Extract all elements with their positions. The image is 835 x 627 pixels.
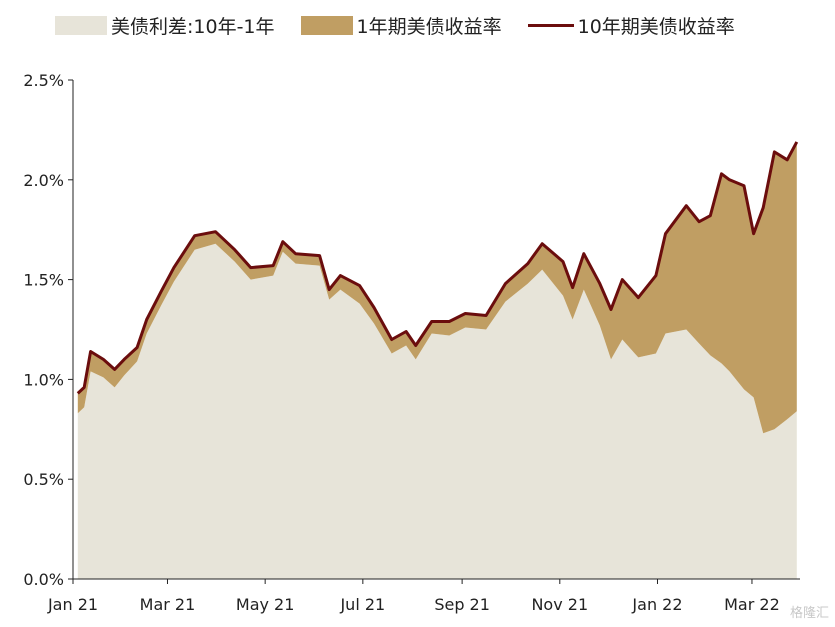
legend-item-10y: 10年期美债收益率 (527, 12, 735, 39)
y-tick-label: 2.0% (23, 171, 64, 190)
y-tick-label: 0.5% (23, 470, 64, 489)
x-tick-label: Jul 21 (339, 595, 385, 614)
x-tick-label: Jan 22 (631, 595, 682, 614)
legend-label-spread: 美债利差:10年-1年 (111, 16, 275, 38)
watermark: 格隆汇 (789, 606, 829, 621)
y-tick-label: 1.0% (23, 370, 64, 389)
plot-areas (76, 141, 799, 579)
x-tick-label: Jan 21 (47, 595, 98, 614)
legend: 美债利差:10年-1年 1年期美债收益率 10年期美债收益率 (55, 12, 761, 39)
x-tick-label: Mar 22 (724, 595, 780, 614)
ten-year-yield-line (76, 141, 799, 395)
legend-label-1y: 1年期美债收益率 (356, 16, 502, 38)
y-tick-label: 1.5% (23, 271, 64, 290)
x-tick-label: Nov 21 (531, 595, 588, 614)
one-year-yield-area (77, 141, 797, 434)
legend-swatch-spread (55, 16, 107, 35)
x-tick-label: Sep 21 (434, 595, 490, 614)
legend-swatch-10y (527, 24, 574, 27)
y-tick-label: 0.0% (23, 570, 64, 589)
spread-area (77, 243, 797, 579)
axes: 0.0% 0.5% 1.0% 1.5% 2.0% 2.5% Jan 21 Mar 21 May … (23, 71, 800, 614)
legend-label-10y: 10年期美债收益率 (577, 16, 735, 38)
legend-swatch-1y (300, 16, 353, 35)
x-tick-label: Mar 21 (140, 595, 196, 614)
x-tick-label: May 21 (236, 595, 295, 614)
legend-item-spread: 美债利差:10年-1年 (55, 12, 275, 39)
legend-item-1y: 1年期美债收益率 (300, 12, 502, 39)
y-tick-label: 2.5% (23, 71, 64, 90)
